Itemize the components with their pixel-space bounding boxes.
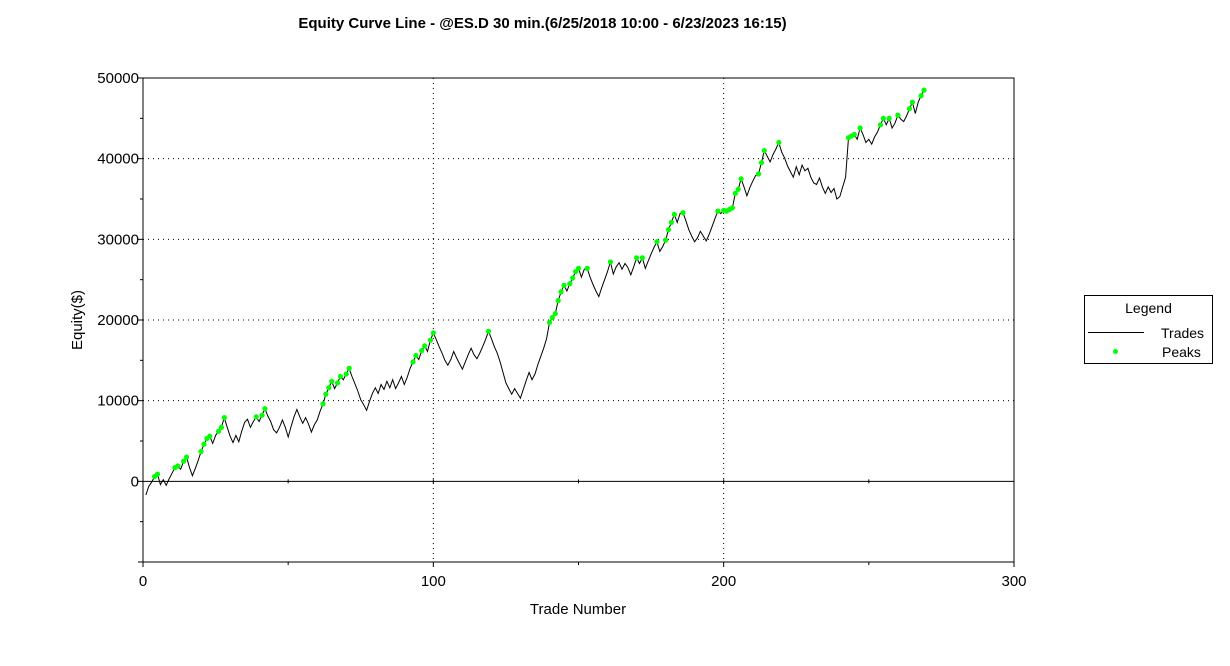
y-axis-label: Equity($) bbox=[69, 290, 86, 350]
peak-point bbox=[735, 186, 741, 192]
peak-point bbox=[776, 139, 782, 146]
peak-point bbox=[430, 330, 436, 336]
legend-trades-swatch bbox=[1088, 332, 1144, 333]
peak-point bbox=[410, 359, 416, 365]
peak-point bbox=[732, 190, 738, 196]
trades-series-line bbox=[145, 89, 925, 496]
peak-point bbox=[337, 373, 344, 380]
peak-point bbox=[413, 352, 419, 359]
legend-peaks-swatch bbox=[1113, 349, 1118, 354]
peak-point bbox=[323, 391, 329, 397]
peak-point bbox=[253, 414, 259, 420]
peak-point bbox=[215, 428, 222, 434]
x-tick-labels: 0 100 200 300 bbox=[139, 573, 1027, 590]
peak-point bbox=[668, 219, 675, 225]
peak-point bbox=[671, 211, 677, 217]
peak-point bbox=[921, 87, 927, 93]
y-tick-label: 40000 bbox=[97, 151, 139, 168]
peak-point bbox=[549, 314, 555, 321]
peak-point bbox=[427, 337, 434, 343]
peak-point bbox=[422, 343, 428, 349]
y-tick-labels: 0 10000 20000 30000 40000 50000 bbox=[97, 70, 139, 490]
peak-point bbox=[895, 112, 901, 118]
peak-point bbox=[198, 448, 204, 455]
peak-point bbox=[419, 348, 425, 354]
axis-ticks bbox=[138, 77, 1015, 567]
peak-point bbox=[738, 176, 744, 182]
peak-point bbox=[633, 255, 640, 261]
x-tick-label: 0 bbox=[139, 573, 147, 590]
peak-point bbox=[259, 412, 265, 418]
peak-point bbox=[575, 265, 582, 271]
peaks-series bbox=[152, 87, 927, 480]
grid bbox=[143, 78, 1014, 562]
peak-point bbox=[665, 227, 672, 233]
x-tick-label: 200 bbox=[711, 573, 736, 590]
y-tick-label: 30000 bbox=[97, 231, 139, 248]
peak-point bbox=[183, 454, 190, 460]
peak-point bbox=[877, 122, 884, 128]
peak-point bbox=[346, 365, 352, 371]
peak-point bbox=[329, 378, 335, 384]
peak-point bbox=[561, 282, 567, 288]
peak-point bbox=[663, 237, 669, 243]
peak-point bbox=[761, 148, 767, 154]
peak-point bbox=[886, 115, 892, 121]
peak-point bbox=[758, 160, 765, 166]
y-tick-label: 50000 bbox=[97, 70, 139, 87]
legend-title: Legend bbox=[1125, 300, 1172, 316]
y-tick-label: 20000 bbox=[97, 312, 139, 329]
peak-point bbox=[546, 319, 553, 326]
peak-point bbox=[607, 259, 614, 265]
peak-point bbox=[201, 441, 207, 447]
peak-point bbox=[218, 424, 224, 430]
peak-point bbox=[880, 115, 886, 121]
peak-point bbox=[555, 298, 561, 304]
x-tick-label: 100 bbox=[421, 573, 446, 590]
peak-point bbox=[906, 106, 913, 112]
peak-point bbox=[485, 328, 492, 334]
peak-point bbox=[918, 93, 924, 99]
peak-point bbox=[584, 265, 590, 271]
peak-point bbox=[334, 380, 341, 386]
peak-point bbox=[320, 401, 326, 407]
y-tick-label: 10000 bbox=[97, 393, 139, 410]
peak-point bbox=[221, 415, 227, 421]
legend-trades-label: Trades bbox=[1161, 325, 1205, 341]
y-tick-label: 0 bbox=[131, 473, 139, 490]
peak-point bbox=[154, 471, 161, 477]
legend-box: Legend Trades Peaks bbox=[1084, 295, 1213, 364]
peak-point bbox=[755, 171, 762, 177]
peak-point bbox=[654, 239, 660, 245]
peak-point bbox=[570, 275, 576, 281]
peak-point bbox=[558, 289, 564, 295]
x-tick-label: 300 bbox=[1001, 573, 1026, 590]
peak-point bbox=[207, 433, 213, 439]
chart-title: Equity Curve Line - @ES.D 30 min.(6/25/2… bbox=[298, 15, 787, 32]
peak-point bbox=[729, 205, 735, 211]
peak-point bbox=[909, 99, 915, 105]
peak-point bbox=[567, 281, 573, 287]
peak-point bbox=[326, 385, 332, 391]
peak-point bbox=[262, 406, 268, 412]
peak-point bbox=[851, 131, 857, 138]
peak-point bbox=[181, 458, 187, 464]
peak-point bbox=[175, 463, 181, 469]
peak-point bbox=[552, 310, 558, 317]
peak-point bbox=[857, 125, 863, 131]
x-axis-label: Trade Number bbox=[530, 601, 626, 618]
peak-point bbox=[715, 208, 721, 214]
legend-peaks-label: Peaks bbox=[1162, 344, 1201, 360]
peak-point bbox=[680, 210, 686, 216]
peak-point bbox=[343, 371, 349, 377]
peak-point bbox=[639, 255, 645, 261]
